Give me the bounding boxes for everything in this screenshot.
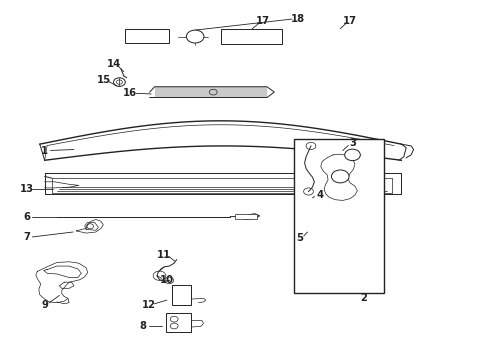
Bar (125, 29, 169, 42)
Text: 10: 10 (160, 275, 174, 285)
Text: 11: 11 (157, 249, 171, 260)
Text: 5: 5 (296, 233, 303, 243)
Text: 17: 17 (343, 17, 357, 27)
Text: 9: 9 (41, 300, 48, 310)
Text: 15: 15 (97, 75, 111, 85)
Text: 18: 18 (291, 14, 305, 24)
Text: 7: 7 (23, 232, 30, 242)
Text: 16: 16 (123, 88, 137, 98)
Text: 8: 8 (140, 321, 147, 331)
Bar (235, 214, 257, 219)
Circle shape (186, 30, 204, 43)
Bar (172, 285, 191, 305)
Polygon shape (150, 87, 274, 98)
Circle shape (344, 149, 360, 161)
Text: 14: 14 (107, 59, 121, 69)
Circle shape (331, 170, 349, 183)
Text: 3: 3 (349, 139, 356, 148)
Text: 4: 4 (316, 190, 323, 200)
Text: 2: 2 (360, 293, 367, 303)
Bar (220, 29, 282, 44)
Bar (294, 139, 384, 293)
Bar (166, 313, 191, 332)
Text: 1: 1 (41, 145, 48, 156)
Text: 6: 6 (23, 212, 30, 221)
Text: 17: 17 (256, 17, 270, 27)
Text: 12: 12 (142, 300, 156, 310)
Text: 13: 13 (20, 184, 34, 194)
